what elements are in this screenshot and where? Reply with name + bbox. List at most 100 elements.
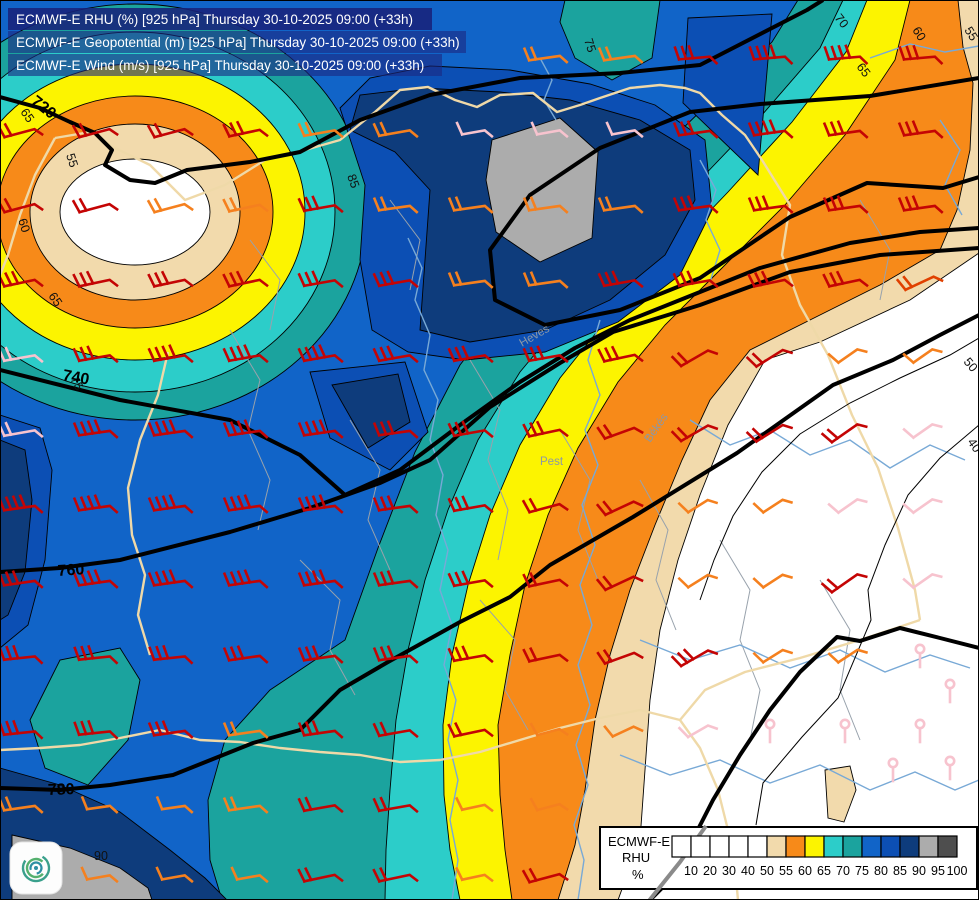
wind-barb — [147, 344, 194, 364]
legend-title: % — [632, 867, 644, 882]
wind-barb — [820, 572, 868, 595]
wind-barb — [455, 796, 494, 813]
wind-barb — [297, 645, 344, 664]
river-line — [407, 237, 459, 900]
wind-barb — [522, 647, 569, 664]
admin-line — [249, 239, 281, 331]
country-border-line — [0, 137, 57, 276]
wind-barb — [297, 419, 344, 439]
wind-barb — [146, 122, 194, 139]
wind-barb — [72, 569, 119, 589]
wind-barb — [745, 348, 794, 369]
title-line-3: ECMWF-E Wind (m/s) [925 hPa] Thursday 30… — [16, 58, 424, 73]
legend-tick-label: 95 — [931, 864, 945, 878]
wind-barb — [820, 422, 868, 445]
geopotential-label: 760 — [57, 561, 85, 580]
wind-barb — [0, 494, 44, 514]
rhu-contour-label: 55 — [63, 152, 81, 170]
legend-tick-label: 20 — [703, 864, 717, 878]
legend-tick-label: 55 — [779, 864, 793, 878]
wind-barb — [521, 867, 569, 884]
wind-barb — [822, 120, 869, 139]
wind-barb — [297, 121, 344, 139]
wind-barb — [447, 722, 494, 739]
geopotential-line-g720 — [0, 0, 825, 185]
wind-barb — [222, 197, 269, 214]
wind-barb — [372, 645, 419, 664]
rhu-contour-label: 65 — [854, 60, 874, 80]
wind-barb — [672, 120, 719, 139]
rhu-contour-line — [699, 337, 979, 601]
wind-barb — [297, 867, 344, 884]
wind-barb — [677, 724, 719, 739]
wind-barb — [447, 645, 494, 664]
wind-barb — [895, 275, 944, 292]
wind-barb — [372, 270, 419, 289]
country-border-line — [760, 159, 922, 621]
wind-barb — [372, 196, 419, 214]
wind-barb — [0, 197, 44, 214]
legend-title: ECMWF-E — [608, 834, 670, 849]
wind-barb — [222, 120, 269, 139]
wind-barb — [748, 44, 794, 65]
legend-tick-label: 90 — [912, 864, 926, 878]
wind-barb — [672, 270, 719, 289]
rhu-contour-label: 90 — [94, 849, 108, 863]
wind-barb — [155, 795, 194, 814]
wind-barb — [764, 718, 776, 744]
wind-barb — [222, 419, 269, 439]
wind-barb — [222, 494, 269, 514]
wind-barb — [372, 796, 419, 814]
wind-barb — [447, 271, 494, 289]
wind-barb — [902, 497, 943, 515]
wind-barb — [597, 270, 644, 289]
legend-tick-label: 60 — [798, 864, 812, 878]
legend-swatch — [785, 835, 806, 858]
wind-barb — [297, 195, 344, 214]
wind-barb — [230, 866, 269, 884]
wind-barb — [747, 119, 794, 139]
wind-barb — [822, 195, 869, 214]
wind-barb — [605, 121, 644, 139]
admin-line — [479, 599, 529, 731]
rivers — [407, 43, 979, 900]
geopotential-line-g740 — [0, 226, 979, 497]
admin-line — [299, 559, 356, 696]
legend-tick-label: 75 — [855, 864, 869, 878]
wind-barb — [0, 644, 44, 665]
wind-barb — [0, 122, 44, 139]
wind-barb — [447, 345, 494, 364]
river-line — [619, 754, 979, 791]
admin-line — [349, 419, 391, 571]
legend-swatch — [709, 835, 730, 858]
legend-swatch — [671, 835, 692, 858]
wind-barb — [597, 46, 644, 64]
wind-barb — [222, 796, 269, 814]
rhu-contour-label: 85 — [344, 172, 362, 190]
wind-barb — [522, 196, 569, 214]
se-tan-pocket — [824, 765, 857, 823]
rhu-contour-line — [755, 424, 979, 826]
river-line — [689, 419, 966, 469]
wind-barb — [914, 718, 926, 744]
wind-barb — [902, 422, 943, 440]
wind-barb — [827, 648, 869, 665]
legend-tick-label: 100 — [947, 864, 968, 878]
wind-barb — [147, 494, 194, 514]
legend-tick-label: 85 — [893, 864, 907, 878]
wind-barb — [677, 573, 719, 590]
wind-barb — [372, 420, 419, 439]
country-border-line — [54, 83, 763, 202]
wind-barb — [887, 757, 899, 783]
legend-swatch — [690, 835, 711, 858]
wind-barb — [447, 570, 494, 589]
wind-barb — [71, 197, 119, 214]
wind-barb — [73, 719, 119, 740]
legend-swatch — [880, 835, 901, 858]
wind-barb — [297, 720, 344, 739]
wind-barb — [902, 347, 943, 365]
provider-logo — [9, 841, 63, 895]
wind-barb — [0, 270, 44, 289]
